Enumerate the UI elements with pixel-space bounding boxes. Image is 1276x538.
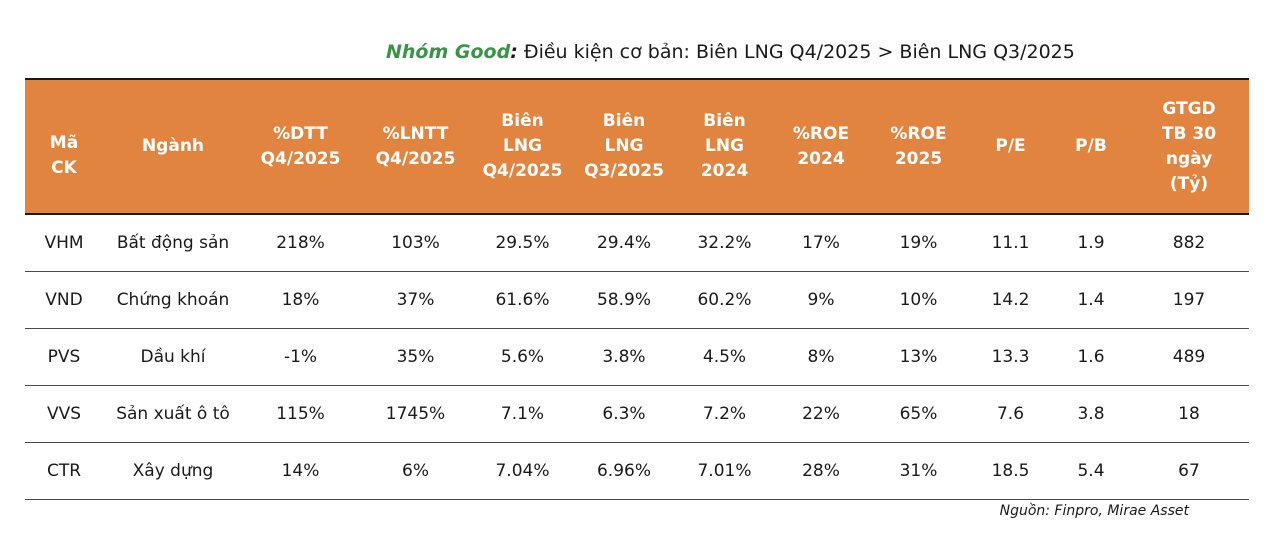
header-ma-ck: Mã CK [25, 78, 103, 215]
cell-roe-2025: 13% [869, 328, 968, 386]
table-row: VHM Bất động sản 218% 103% 29.5% 29.4% 32.2% 17… [25, 214, 1249, 272]
cell-pb: 5.4 [1053, 442, 1129, 500]
cell-bien-lng-2024: 4.5% [676, 328, 773, 386]
table-row: CTR Xây dựng 14% 6% 7.04% 6.96% 7.01% 28% 31% 18.… [25, 442, 1249, 500]
cell-lntt-q4: 1745% [358, 385, 473, 443]
cell-dtt-q4: 218% [243, 214, 358, 272]
cell-pe: 14.2 [968, 271, 1053, 329]
cell-dtt-q4: -1% [243, 328, 358, 386]
cell-gtgd: 67 [1129, 442, 1249, 500]
cell-bien-lng-2024: 7.01% [676, 442, 773, 500]
cell-bien-lng-2024: 32.2% [676, 214, 773, 272]
cell-dtt-q4: 115% [243, 385, 358, 443]
cell-bien-lng-q4: 5.6% [473, 328, 572, 386]
header-bien-lng-2024: Biên LNG 2024 [676, 78, 773, 215]
cell-nganh: Xây dựng [103, 442, 243, 500]
title-condition: Điều kiện cơ bản: Biên LNG Q4/2025 > Biê… [517, 41, 1075, 63]
cell-nganh: Chứng khoán [103, 271, 243, 329]
cell-bien-lng-q4: 61.6% [473, 271, 572, 329]
table-row: VVS Sản xuất ô tô 115% 1745% 7.1% 6.3% 7.2% 22%… [25, 385, 1249, 443]
table-title: Nhóm Good: Điều kiện cơ bản: Biên LNG Q4… [0, 38, 1276, 66]
group-label: Nhóm Good [386, 41, 511, 63]
stock-screen-table: Mã CK Ngành %DTT Q4/2025 %LNTT Q4/2025 Biên… [25, 78, 1249, 500]
cell-ma-ck: VVS [25, 385, 103, 443]
cell-bien-lng-q3: 6.3% [572, 385, 676, 443]
cell-lntt-q4: 35% [358, 328, 473, 386]
cell-lntt-q4: 103% [358, 214, 473, 272]
header-lntt-q4: %LNTT Q4/2025 [358, 78, 473, 215]
cell-bien-lng-q3: 29.4% [572, 214, 676, 272]
header-gtgd: GTGD TB 30 ngày (Tỷ) [1129, 78, 1249, 215]
header-bien-lng-q3: Biên LNG Q3/2025 [572, 78, 676, 215]
cell-roe-2025: 31% [869, 442, 968, 500]
cell-pb: 1.9 [1053, 214, 1129, 272]
header-roe-2024: %ROE 2024 [773, 78, 869, 215]
header-pe: P/E [968, 78, 1053, 215]
table-row: PVS Dầu khí -1% 35% 5.6% 3.8% 4.5% 8% 13% 13.3 1.6… [25, 328, 1249, 386]
header-dtt-q4: %DTT Q4/2025 [243, 78, 358, 215]
source-note: Nguồn: Finpro, Mirae Asset [999, 503, 1189, 519]
cell-ma-ck: VND [25, 271, 103, 329]
header-pb: P/B [1053, 78, 1129, 215]
cell-bien-lng-q3: 58.9% [572, 271, 676, 329]
cell-ma-ck: VHM [25, 214, 103, 272]
header-bien-lng-q4: Biên LNG Q4/2025 [473, 78, 572, 215]
cell-dtt-q4: 14% [243, 442, 358, 500]
cell-gtgd: 489 [1129, 328, 1249, 386]
cell-gtgd: 882 [1129, 214, 1249, 272]
cell-ma-ck: PVS [25, 328, 103, 386]
cell-roe-2024: 28% [773, 442, 869, 500]
cell-pb: 1.6 [1053, 328, 1129, 386]
table-header-row: Mã CK Ngành %DTT Q4/2025 %LNTT Q4/2025 Biên… [25, 78, 1249, 215]
cell-pe: 11.1 [968, 214, 1053, 272]
header-nganh: Ngành [103, 78, 243, 215]
cell-bien-lng-q4: 29.5% [473, 214, 572, 272]
cell-roe-2025: 19% [869, 214, 968, 272]
cell-nganh: Dầu khí [103, 328, 243, 386]
cell-roe-2024: 8% [773, 328, 869, 386]
table-row: VND Chứng khoán 18% 37% 61.6% 58.9% 60.2% 9% 10%… [25, 271, 1249, 329]
cell-pe: 13.3 [968, 328, 1053, 386]
cell-bien-lng-2024: 7.2% [676, 385, 773, 443]
cell-ma-ck: CTR [25, 442, 103, 500]
cell-pb: 1.4 [1053, 271, 1129, 329]
header-roe-2025: %ROE 2025 [869, 78, 968, 215]
cell-roe-2024: 22% [773, 385, 869, 443]
cell-roe-2024: 9% [773, 271, 869, 329]
cell-nganh: Bất động sản [103, 214, 243, 272]
cell-lntt-q4: 37% [358, 271, 473, 329]
group-label-colon: : [510, 41, 518, 63]
cell-bien-lng-q3: 3.8% [572, 328, 676, 386]
cell-pe: 18.5 [968, 442, 1053, 500]
cell-pe: 7.6 [968, 385, 1053, 443]
cell-dtt-q4: 18% [243, 271, 358, 329]
cell-roe-2025: 65% [869, 385, 968, 443]
cell-roe-2024: 17% [773, 214, 869, 272]
cell-gtgd: 197 [1129, 271, 1249, 329]
cell-gtgd: 18 [1129, 385, 1249, 443]
cell-nganh: Sản xuất ô tô [103, 385, 243, 443]
cell-roe-2025: 10% [869, 271, 968, 329]
cell-lntt-q4: 6% [358, 442, 473, 500]
cell-bien-lng-2024: 60.2% [676, 271, 773, 329]
cell-bien-lng-q4: 7.1% [473, 385, 572, 443]
cell-pb: 3.8 [1053, 385, 1129, 443]
cell-bien-lng-q3: 6.96% [572, 442, 676, 500]
cell-bien-lng-q4: 7.04% [473, 442, 572, 500]
